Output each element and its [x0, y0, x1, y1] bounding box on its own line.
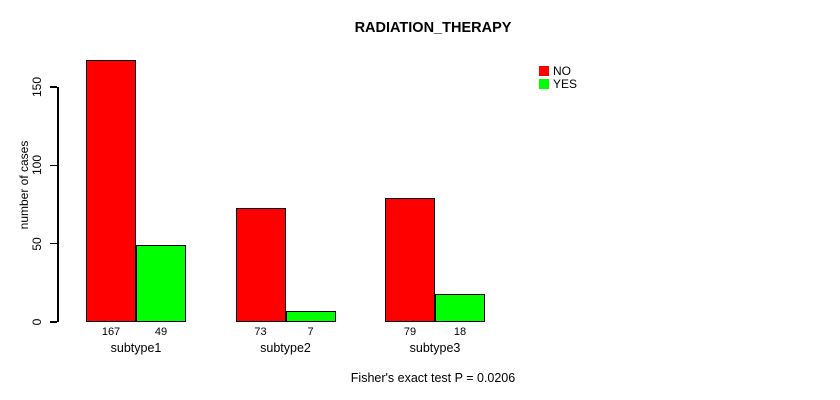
y-axis-tick: [50, 321, 57, 323]
legend-item-no: NO: [539, 64, 577, 78]
y-axis-tick: [50, 242, 57, 245]
bar-no-subtype1: [86, 60, 136, 322]
y-axis-label: number of cases: [17, 140, 31, 230]
y-axis-tick: [50, 164, 57, 167]
y-axis-tick-label: 0: [30, 318, 44, 326]
bar-yes-subtype2: [285, 311, 336, 322]
legend-item-yes: YES: [539, 77, 578, 91]
chart-title: RADIATION_THERAPY: [354, 20, 512, 36]
y-axis-tick: [50, 86, 57, 88]
bar-value-label: 73: [254, 326, 267, 338]
category-label-subtype2: subtype2: [260, 341, 311, 355]
y-axis-tick-label: 150: [30, 76, 44, 98]
category-label-subtype1: subtype1: [110, 341, 162, 355]
legend-swatch-no: [539, 66, 549, 76]
bar-value-label: 18: [453, 326, 467, 338]
legend-label: NO: [553, 64, 571, 78]
y-axis-line: [57, 87, 59, 322]
bar-value-label: 79: [403, 326, 417, 338]
bar-no-subtype2: [235, 208, 286, 322]
bar-value-label: 167: [101, 326, 121, 338]
bar-value-label: 7: [307, 326, 314, 338]
bar-no-subtype3: [385, 198, 435, 322]
bar-value-label: 49: [154, 326, 168, 338]
y-axis-tick-label: 50: [30, 236, 44, 251]
bar-yes-subtype3: [435, 294, 485, 322]
legend-swatch-yes: [539, 79, 549, 89]
bar-yes-subtype1: [136, 245, 186, 322]
category-label-subtype3: subtype3: [409, 341, 461, 355]
legend: NO YES: [539, 64, 578, 91]
legend-label: YES: [553, 77, 578, 91]
pvalue-annotation: Fisher's exact test P = 0.0206: [350, 371, 516, 385]
y-axis-tick-label: 100: [30, 155, 44, 176]
